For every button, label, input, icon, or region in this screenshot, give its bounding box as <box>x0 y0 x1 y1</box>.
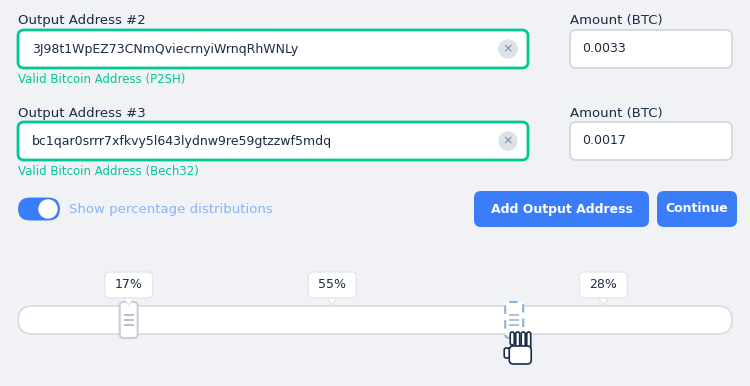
Text: Add Output Address: Add Output Address <box>490 203 632 215</box>
FancyBboxPatch shape <box>504 348 509 358</box>
FancyBboxPatch shape <box>516 332 520 348</box>
FancyBboxPatch shape <box>18 198 60 220</box>
FancyBboxPatch shape <box>510 332 515 345</box>
FancyBboxPatch shape <box>474 191 649 227</box>
Polygon shape <box>124 298 134 305</box>
FancyBboxPatch shape <box>18 306 732 334</box>
FancyBboxPatch shape <box>580 272 628 298</box>
Text: Amount (BTC): Amount (BTC) <box>570 14 663 27</box>
FancyBboxPatch shape <box>526 332 531 348</box>
Polygon shape <box>327 298 338 305</box>
Text: bc1qar0srrr7xfkvy5l643lydnw9re59gtzzwf5mdq: bc1qar0srrr7xfkvy5l643lydnw9re59gtzzwf5m… <box>32 134 332 147</box>
Text: Output Address #2: Output Address #2 <box>18 14 146 27</box>
Text: 55%: 55% <box>318 279 346 291</box>
FancyBboxPatch shape <box>570 30 732 68</box>
Text: Amount (BTC): Amount (BTC) <box>570 107 663 120</box>
Text: Valid Bitcoin Address (P2SH): Valid Bitcoin Address (P2SH) <box>18 73 185 86</box>
FancyBboxPatch shape <box>18 30 528 68</box>
Text: 0.0017: 0.0017 <box>582 134 626 147</box>
Text: ×: × <box>503 42 513 56</box>
Text: 0.0033: 0.0033 <box>582 42 626 56</box>
Text: 3J98t1WpEZ73CNmQviecrnyiWrnqRhWNLy: 3J98t1WpEZ73CNmQviecrnyiWrnqRhWNLy <box>32 42 298 56</box>
FancyBboxPatch shape <box>521 332 525 348</box>
FancyBboxPatch shape <box>570 122 732 160</box>
FancyBboxPatch shape <box>308 272 356 298</box>
Polygon shape <box>598 298 608 305</box>
FancyBboxPatch shape <box>657 191 737 227</box>
Circle shape <box>499 132 517 150</box>
FancyBboxPatch shape <box>509 346 531 364</box>
Text: Continue: Continue <box>666 203 728 215</box>
FancyBboxPatch shape <box>120 302 138 338</box>
Text: Valid Bitcoin Address (Bech32): Valid Bitcoin Address (Bech32) <box>18 165 199 178</box>
Text: 28%: 28% <box>590 279 617 291</box>
Circle shape <box>499 40 517 58</box>
Text: Output Address #3: Output Address #3 <box>18 107 146 120</box>
FancyBboxPatch shape <box>506 302 524 338</box>
FancyBboxPatch shape <box>105 272 153 298</box>
Text: 17%: 17% <box>115 279 142 291</box>
Text: Show percentage distributions: Show percentage distributions <box>69 203 273 215</box>
Text: ×: × <box>503 134 513 147</box>
FancyBboxPatch shape <box>18 122 528 160</box>
Circle shape <box>39 200 57 218</box>
